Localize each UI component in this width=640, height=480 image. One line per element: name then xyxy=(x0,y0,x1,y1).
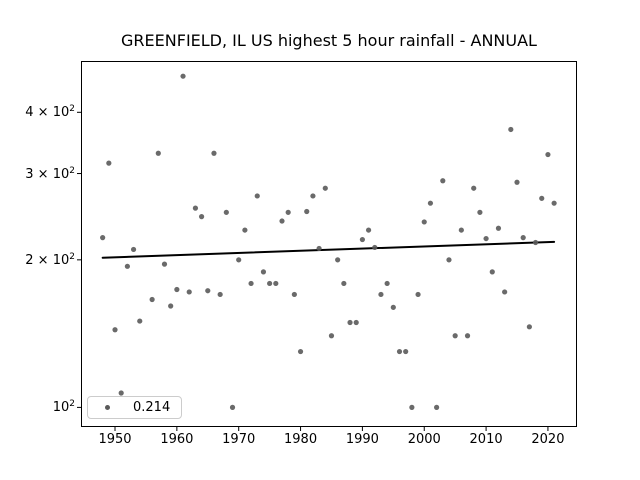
data-point xyxy=(409,404,415,410)
chart-title: GREENFIELD, IL US highest 5 hour rainfal… xyxy=(121,31,537,50)
x-tick-label: 1960 xyxy=(160,432,194,447)
data-point xyxy=(279,218,285,224)
data-point xyxy=(421,219,427,225)
data-point xyxy=(112,327,118,333)
x-tick-label: 2010 xyxy=(469,432,503,447)
data-point xyxy=(236,257,242,263)
data-point xyxy=(186,289,192,295)
data-point xyxy=(267,280,273,287)
data-point xyxy=(149,296,155,303)
data-point xyxy=(217,291,223,298)
data-point xyxy=(508,126,514,133)
y-tick-label: 3 × 102 xyxy=(25,165,75,182)
data-point xyxy=(254,193,260,199)
data-point xyxy=(390,304,396,310)
data-point xyxy=(458,227,464,233)
data-point xyxy=(174,286,180,293)
data-point xyxy=(124,263,130,269)
data-point xyxy=(328,333,335,339)
data-point xyxy=(539,195,545,201)
data-point xyxy=(483,235,489,242)
data-point xyxy=(495,225,502,231)
data-point xyxy=(223,209,229,215)
data-point xyxy=(130,246,137,253)
data-point xyxy=(316,245,322,252)
data-point xyxy=(205,288,211,294)
data-point xyxy=(100,235,106,241)
data-point xyxy=(335,257,341,263)
data-point xyxy=(291,291,297,298)
scatter-marker-icon xyxy=(105,405,110,410)
data-point xyxy=(192,205,199,211)
data-point xyxy=(520,235,526,241)
data-point xyxy=(106,160,112,166)
legend-label: 0.214 xyxy=(133,400,171,415)
data-point xyxy=(322,185,328,191)
data-point xyxy=(155,150,161,156)
data-point xyxy=(452,333,458,339)
x-tick-label: 1970 xyxy=(222,432,256,447)
data-point xyxy=(359,236,365,243)
data-point xyxy=(384,280,390,287)
data-point xyxy=(260,269,267,275)
x-tick-label: 1980 xyxy=(284,432,318,447)
data-point xyxy=(396,348,403,355)
data-point xyxy=(489,269,495,275)
data-point xyxy=(341,280,347,287)
data-point xyxy=(229,404,236,410)
data-point xyxy=(248,280,254,287)
data-point xyxy=(434,404,440,410)
data-point xyxy=(471,185,477,191)
y-tick-label: 2 × 102 xyxy=(25,251,75,269)
data-point xyxy=(180,73,186,79)
x-tick-label: 2000 xyxy=(407,432,441,447)
x-tick-label: 1950 xyxy=(98,432,132,447)
data-point xyxy=(378,291,384,298)
data-point xyxy=(297,348,304,355)
data-point xyxy=(198,214,205,220)
data-point xyxy=(137,318,143,324)
data-point xyxy=(551,200,557,206)
data-point xyxy=(440,178,446,184)
data-point xyxy=(427,200,434,206)
data-point xyxy=(365,227,372,233)
trend-line xyxy=(101,240,556,259)
data-point xyxy=(118,390,124,396)
data-point xyxy=(415,291,421,298)
data-point xyxy=(502,289,508,295)
x-tick-label: 2020 xyxy=(531,432,565,447)
data-point xyxy=(168,303,174,309)
data-point xyxy=(161,261,168,267)
x-tick-label: 1990 xyxy=(345,432,379,447)
data-point xyxy=(353,319,359,326)
data-point xyxy=(242,227,248,233)
data-point xyxy=(347,319,353,326)
data-point xyxy=(403,348,409,355)
data-point xyxy=(304,208,310,215)
data-point xyxy=(545,151,551,158)
data-point xyxy=(273,280,279,287)
data-point xyxy=(477,209,483,215)
data-point xyxy=(446,257,452,263)
data-point xyxy=(372,244,378,251)
data-point xyxy=(211,150,217,156)
y-tick-label: 102 xyxy=(52,399,75,416)
data-point xyxy=(464,333,471,339)
data-point xyxy=(310,193,316,199)
data-point xyxy=(532,239,539,246)
y-tick-label: 4 × 102 xyxy=(25,104,75,121)
legend: 0.214 xyxy=(87,396,182,419)
data-point xyxy=(285,209,291,215)
data-point xyxy=(526,324,532,330)
data-point xyxy=(514,179,520,185)
